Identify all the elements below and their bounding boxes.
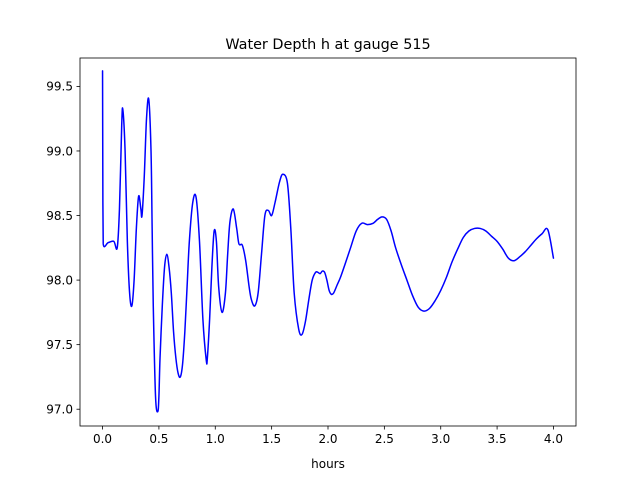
chart-title: Water Depth h at gauge 515 [225,37,430,53]
x-tick-label: 1.5 [262,432,281,446]
plot-frame [79,57,577,427]
x-axis-ticks: 0.0 0.5 1.0 1.5 2.0 2.5 3.0 3.5 4.0 [93,426,563,446]
x-tick-label: 3.5 [488,432,507,446]
x-axis-label: hours [311,457,345,471]
x-tick-label: 1.0 [206,432,225,446]
x-tick-label: 0.0 [93,432,112,446]
x-tick-label: 3.0 [431,432,450,446]
y-tick-label: 98.5 [46,209,73,223]
series-line [101,70,555,413]
plot-area [80,58,576,426]
x-tick-label: 2.5 [375,432,394,446]
y-axis-ticks: 97.0 97.5 98.0 98.5 99.0 99.5 [46,80,80,417]
y-tick-label: 99.0 [46,144,73,158]
x-tick-label: 2.0 [318,432,337,446]
y-tick-label: 97.0 [46,403,73,417]
y-tick-label: 97.5 [46,338,73,352]
y-tick-label: 98.0 [46,273,73,287]
y-tick-label: 99.5 [46,80,73,94]
x-tick-label: 0.5 [149,432,168,446]
x-tick-label: 4.0 [544,432,563,446]
